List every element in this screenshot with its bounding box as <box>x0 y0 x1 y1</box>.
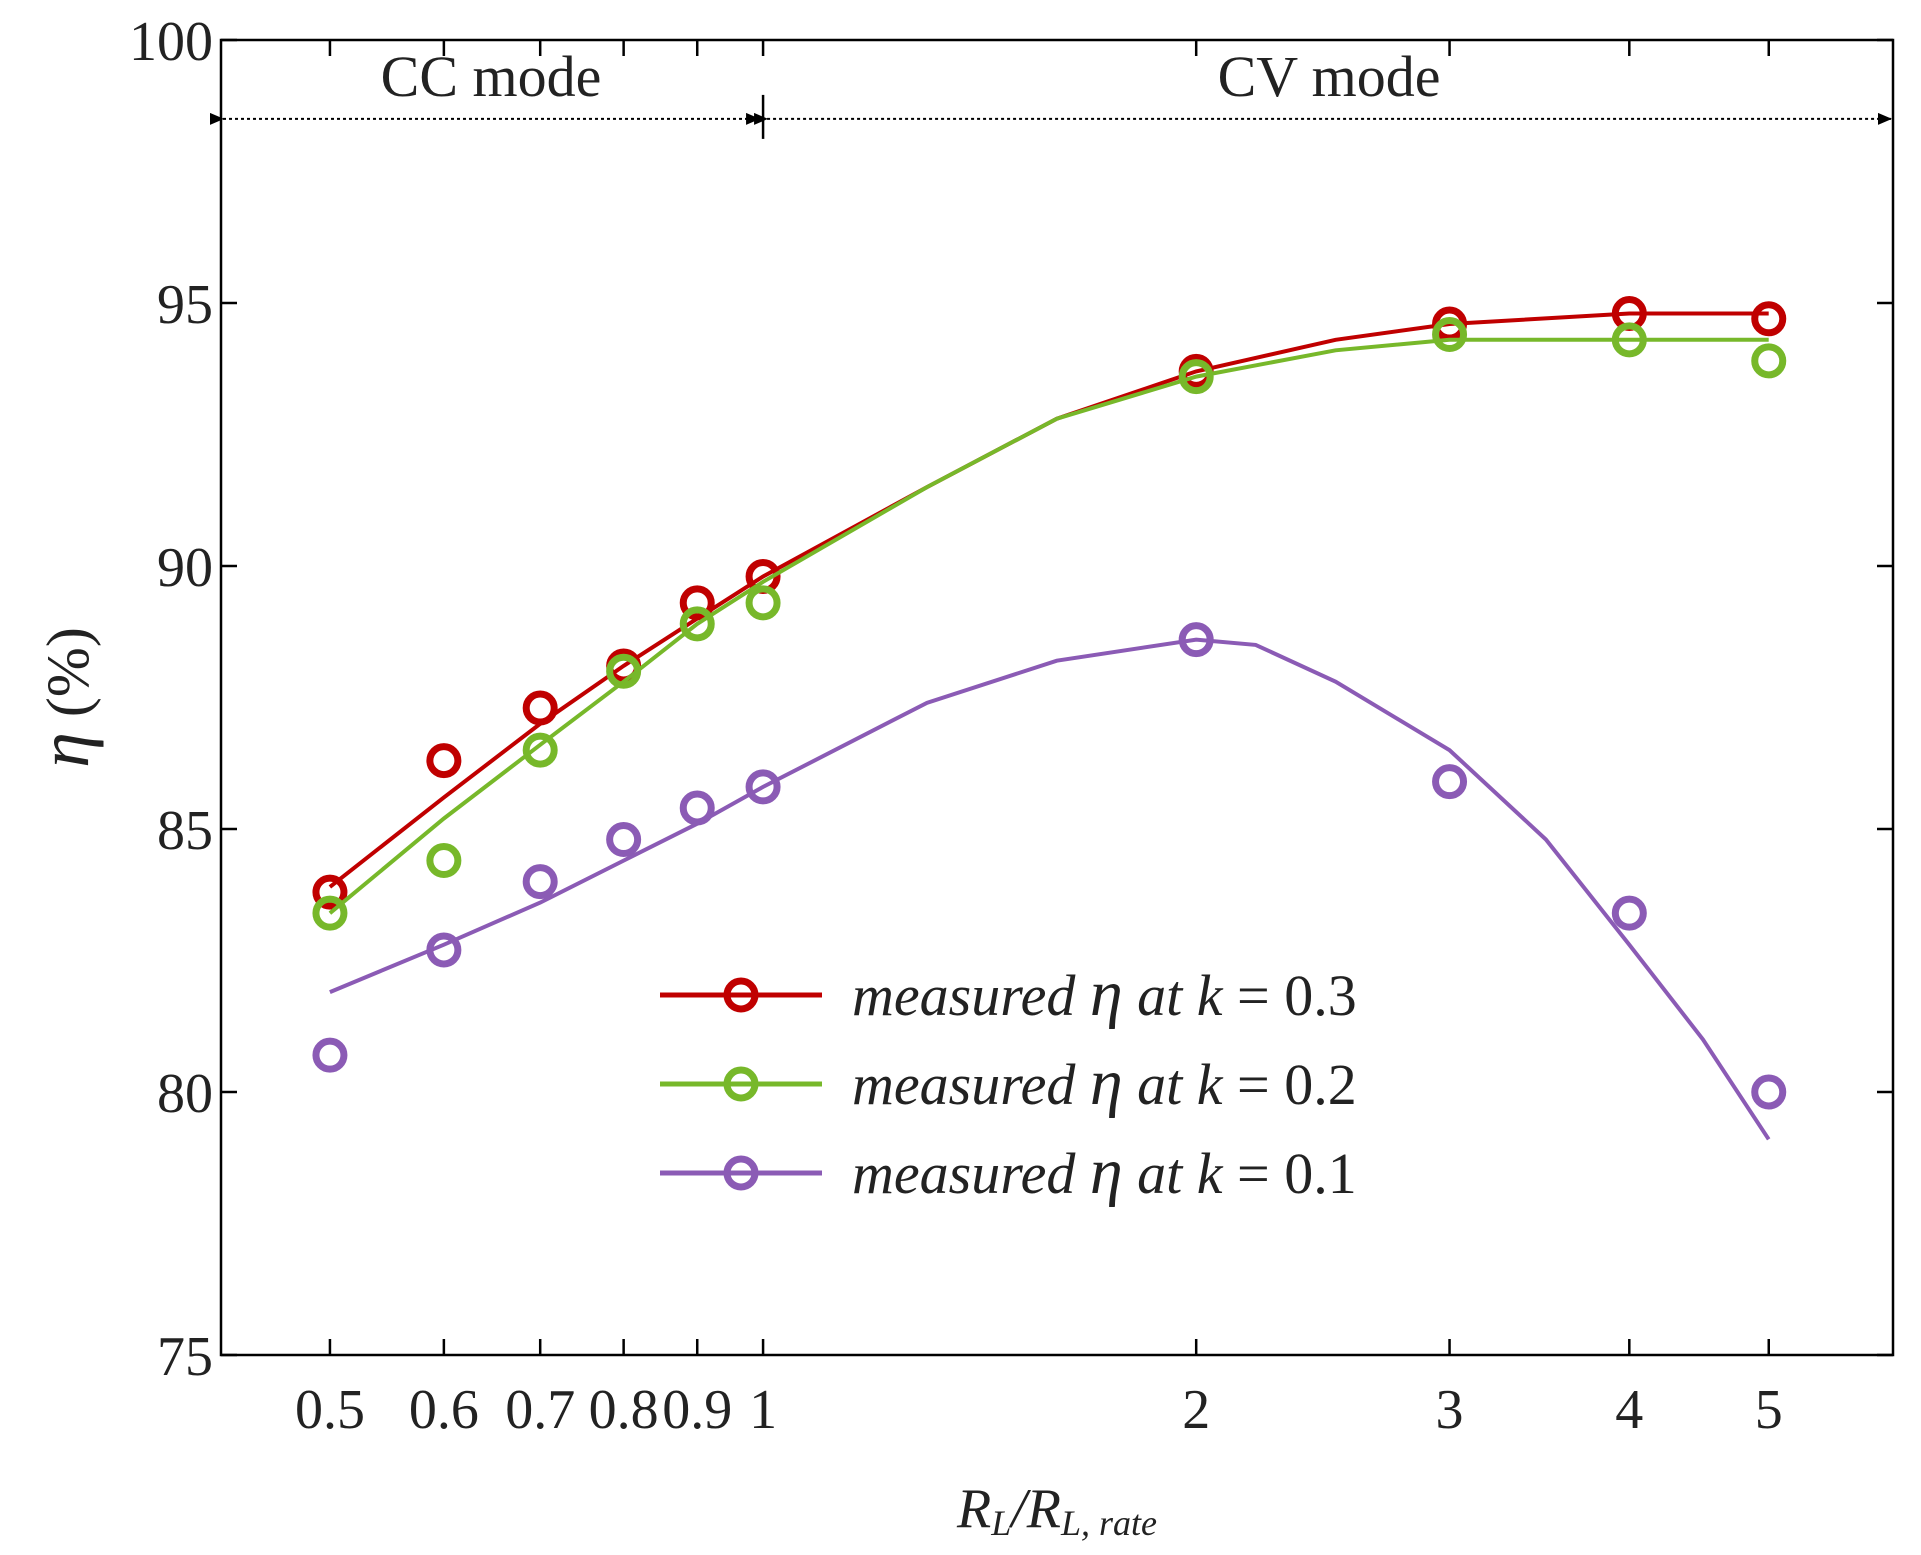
data-point <box>606 822 642 858</box>
legend-label: measured η at k = 0.2 <box>852 1046 1357 1119</box>
data-point <box>679 585 715 621</box>
data-point <box>745 769 781 805</box>
mode-label: CC mode <box>381 44 602 109</box>
data-point <box>1751 1074 1787 1110</box>
y-tick-label: 90 <box>157 537 213 599</box>
series-1 <box>312 296 1787 910</box>
data-point <box>606 653 642 689</box>
data-point <box>522 732 558 768</box>
data-point <box>312 874 348 910</box>
legend-marker <box>723 977 759 1013</box>
x-axis-label: RL/RL, rate <box>956 1478 1157 1543</box>
data-point <box>522 864 558 900</box>
x-tick-label: 0.5 <box>295 1379 365 1441</box>
data-point <box>426 843 462 879</box>
x-tick-label: 0.8 <box>589 1379 659 1441</box>
data-point <box>679 790 715 826</box>
series-fit-line <box>328 337 1769 915</box>
y-tick-label: 100 <box>129 11 213 73</box>
legend-marker <box>723 1155 759 1191</box>
series-fit-line <box>329 637 1771 1141</box>
data-point <box>312 1037 348 1073</box>
legend-entry: measured η at k = 0.1 <box>660 1135 1357 1208</box>
legend-entry: measured η at k = 0.3 <box>660 957 1357 1030</box>
y-axis-label: η (%) <box>24 627 104 768</box>
x-tick-label: 3 <box>1436 1379 1464 1441</box>
data-point <box>1611 322 1647 358</box>
x-tick-label: 0.6 <box>409 1379 479 1441</box>
data-point <box>1751 343 1787 379</box>
data-point <box>1751 301 1787 337</box>
data-point <box>312 895 348 931</box>
data-point <box>1178 622 1214 658</box>
data-point <box>426 932 462 968</box>
x-tick-label: 4 <box>1615 1379 1643 1441</box>
series-3 <box>312 622 1787 1141</box>
legend-entry: measured η at k = 0.2 <box>660 1046 1357 1119</box>
legend-marker <box>723 1066 759 1102</box>
x-tick-label: 0.9 <box>662 1379 732 1441</box>
series <box>312 296 1787 1141</box>
x-tick-label: 5 <box>1755 1379 1783 1441</box>
x-tick-label: 2 <box>1182 1379 1210 1441</box>
series-2 <box>312 317 1787 931</box>
y-tick-label: 85 <box>157 800 213 862</box>
plot-frame <box>219 38 1895 1357</box>
data-point <box>1432 317 1468 353</box>
y-tick-label: 80 <box>157 1063 213 1125</box>
data-point <box>426 743 462 779</box>
legend: measured η at k = 0.3 measured η at k = 0… <box>660 957 1357 1208</box>
data-point <box>1432 764 1468 800</box>
axes: 75 80 85 90 95 100 0.5 0.6 0.7 0.8 0.9 1 2 3 4 5 RL/RL, … <box>24 11 1895 1543</box>
legend-label: measured η at k = 0.1 <box>852 1135 1357 1208</box>
data-point <box>1178 359 1214 395</box>
data-point <box>1611 895 1647 931</box>
mode-label: CV mode <box>1218 44 1441 109</box>
data-point <box>679 606 715 642</box>
data-point <box>745 585 781 621</box>
mode-annotations: CC mode CV mode <box>210 44 1892 139</box>
series-fit-line <box>328 311 1769 889</box>
x-tick-label: 0.7 <box>505 1379 575 1441</box>
legend-label: measured η at k = 0.3 <box>852 957 1357 1030</box>
data-point <box>522 690 558 726</box>
y-tick-label: 75 <box>157 1326 213 1388</box>
y-tick-label: 95 <box>157 274 213 336</box>
x-tick-label: 1 <box>749 1379 777 1441</box>
